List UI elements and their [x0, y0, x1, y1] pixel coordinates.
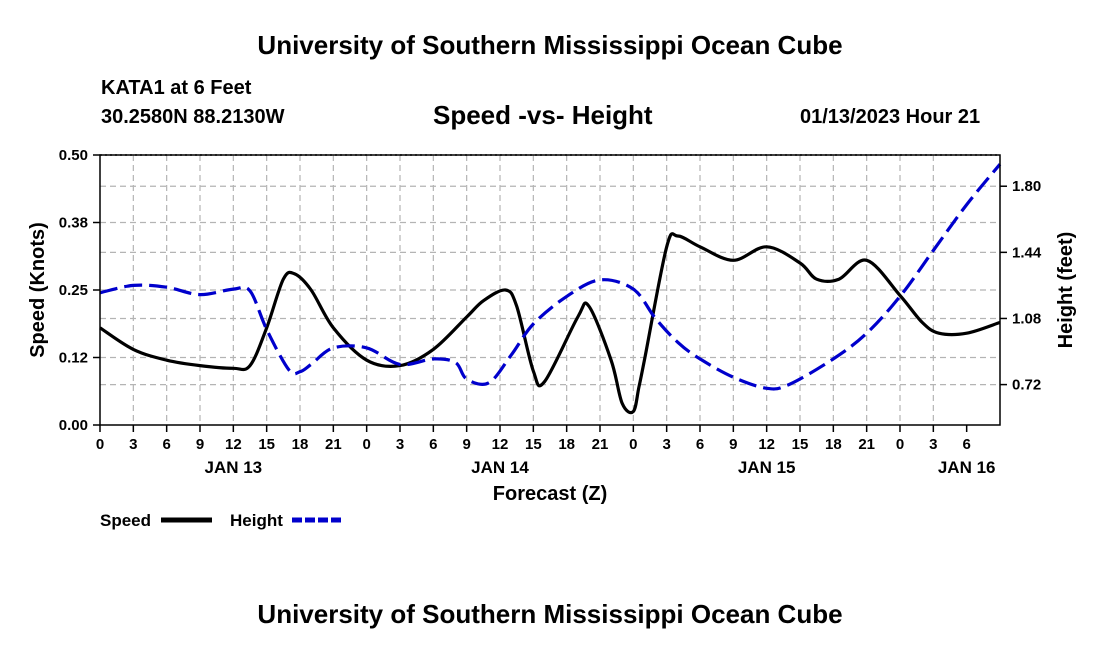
- x-tick-label: 3: [129, 436, 137, 453]
- speed-series-line: [99, 232, 1001, 415]
- x-tick-label: 3: [929, 436, 937, 453]
- date-label: JAN 16: [938, 458, 996, 477]
- x-tick-label: 6: [162, 436, 170, 453]
- y-left-tick-label: 0.25: [59, 282, 88, 299]
- x-tick-label: 15: [792, 436, 809, 453]
- x-tick-label: 0: [96, 436, 104, 453]
- x-tick-label: 9: [462, 436, 470, 453]
- timestamp-label: 01/13/2023 Hour 21: [800, 106, 981, 128]
- main-title: University of Southern Mississippi Ocean…: [257, 30, 843, 60]
- x-tick-label: 6: [962, 436, 970, 453]
- x-tick-label: 3: [662, 436, 670, 453]
- x-tick-label: 18: [292, 436, 309, 453]
- grid: [100, 155, 1000, 425]
- height-series-line: [99, 163, 1002, 391]
- station-label: KATA1 at 6 Feet: [101, 77, 252, 99]
- x-tick-label: 21: [592, 436, 609, 453]
- x-axis-label: Forecast (Z): [493, 483, 607, 505]
- y-left-tick-label: 0.50: [59, 147, 88, 164]
- x-tick-label: 0: [362, 436, 370, 453]
- legend-height-label: Height: [230, 511, 283, 530]
- date-label: JAN 14: [471, 458, 529, 477]
- y-right-tick-label: 1.80: [1012, 178, 1041, 195]
- x-tick-label: 15: [258, 436, 275, 453]
- y-left-tick-label: 0.00: [59, 417, 88, 434]
- y-right-axis-label: Height (feet): [1055, 232, 1077, 349]
- legend-speed-label: Speed: [100, 511, 151, 530]
- footer-title: University of Southern Mississippi Ocean…: [257, 599, 843, 629]
- legend: Speed Height: [100, 511, 342, 530]
- x-tick-label: 12: [492, 436, 509, 453]
- series: [99, 163, 1002, 415]
- x-tick-label: 21: [325, 436, 342, 453]
- x-tick-label: 15: [525, 436, 542, 453]
- x-tick-label: 6: [429, 436, 437, 453]
- x-tick-label: 6: [696, 436, 704, 453]
- x-tick-label: 0: [896, 436, 904, 453]
- y-left-tick-label: 0.38: [59, 215, 88, 232]
- coordinates-label: 30.2580N 88.2130W: [101, 106, 285, 128]
- y-left-tick-label: 0.12: [59, 350, 88, 367]
- x-tick-label: 18: [558, 436, 575, 453]
- x-tick-label: 9: [729, 436, 737, 453]
- y-right-tick-label: 0.72: [1012, 377, 1041, 394]
- y-left-axis-label: Speed (Knots): [27, 222, 49, 358]
- x-tick-label: 0: [629, 436, 637, 453]
- date-label: JAN 13: [205, 458, 263, 477]
- x-tick-label: 12: [225, 436, 242, 453]
- chart-title: Speed -vs- Height: [433, 100, 653, 130]
- x-tick-label: 21: [858, 436, 875, 453]
- x-tick-label: 3: [396, 436, 404, 453]
- y-right-tick-label: 1.44: [1012, 244, 1042, 261]
- axes: 0 3 6 9 12 15 18 21 0 3 6 9 12 15 18 21 0 3 6 9 12 15 18 21 0 3 6 J…: [27, 147, 1077, 505]
- x-tick-label: 18: [825, 436, 842, 453]
- date-label: JAN 15: [738, 458, 796, 477]
- y-right-tick-label: 1.08: [1012, 310, 1041, 327]
- x-tick-label: 9: [196, 436, 204, 453]
- x-tick-label: 12: [758, 436, 775, 453]
